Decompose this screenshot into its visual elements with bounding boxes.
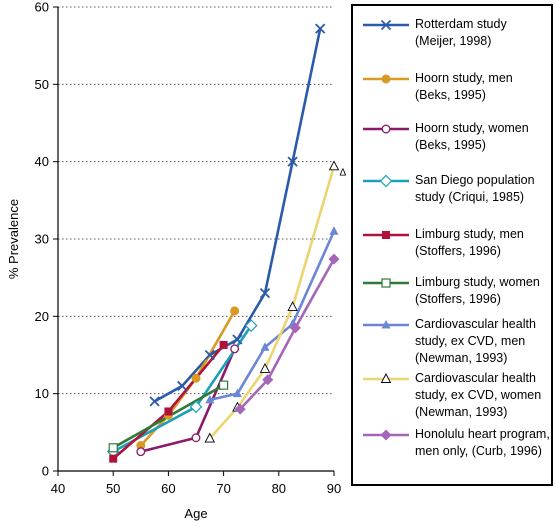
legend-swatch <box>363 19 409 31</box>
legend: Rotterdam study (Meijer, 1998) Hoorn stud… <box>351 4 553 486</box>
legend-label: Limburg study, women (Stoffers, 1996) <box>415 275 540 306</box>
data-point <box>381 74 391 84</box>
legend-label: Hoorn study, men (Beks, 1995) <box>415 71 513 102</box>
legend-item: Hoorn study, women (Beks, 1995) <box>353 120 551 168</box>
series-line-8 <box>208 165 336 440</box>
data-point <box>315 23 326 34</box>
x-tick-label: 70 <box>216 481 230 496</box>
legend-swatch <box>363 174 409 188</box>
legend-swatch <box>363 278 409 288</box>
data-point <box>259 287 271 299</box>
y-tick-label: 30 <box>35 232 49 247</box>
y-tick-label: 50 <box>35 77 49 92</box>
data-point <box>136 447 146 457</box>
data-point <box>177 380 188 392</box>
legend-item: Hoorn study, men (Beks, 1995) <box>353 70 551 118</box>
data-point <box>260 342 270 351</box>
data-point <box>230 344 240 354</box>
y-tick-label: 10 <box>35 386 49 401</box>
data-point <box>191 373 201 383</box>
data-point <box>380 429 392 441</box>
data-point <box>287 156 298 167</box>
data-point <box>379 174 393 188</box>
data-point <box>381 124 391 134</box>
y-axis-label: % Prevalence <box>6 199 21 279</box>
y-tick-label: 0 <box>42 464 49 479</box>
data-point <box>289 322 301 334</box>
x-tick-label: 90 <box>327 481 341 496</box>
y-tick-label: 20 <box>35 309 49 324</box>
data-point <box>204 349 215 361</box>
legend-label: Cardiovascular health study, ex CVD, wom… <box>415 371 542 419</box>
legend-swatch <box>363 231 409 239</box>
legend-item: Limburg study, men (Stoffers, 1996) <box>353 226 551 274</box>
legend-label: San Diego population study (Criqui, 1985… <box>415 173 535 204</box>
legend-item: Rotterdam study (Meijer, 1998) <box>353 16 551 64</box>
legend-item: Limburg study, women (Stoffers, 1996) <box>353 274 551 322</box>
data-point <box>382 231 390 239</box>
legend-swatch <box>363 373 409 383</box>
data-point <box>205 394 215 404</box>
x-tick-label: 50 <box>106 481 120 496</box>
data-point <box>191 433 201 443</box>
legend-label: Hoorn study, women (Beks, 1995) <box>415 121 529 152</box>
legend-swatch <box>363 74 409 84</box>
x-axis-label: Age <box>184 506 207 521</box>
data-point <box>232 388 242 398</box>
data-point <box>381 278 391 288</box>
data-point <box>381 320 391 329</box>
x-tick-label: 40 <box>51 481 65 496</box>
data-point <box>149 396 160 407</box>
legend-item: Cardiovascular health study, ex CVD, wom… <box>353 370 551 419</box>
legend-label: Cardiovascular health study, ex CVD, men… <box>415 317 536 365</box>
legend-item: Honolulu heart program, men only, (Curb,… <box>353 426 551 474</box>
data-point <box>189 400 203 414</box>
x-tick-label: 60 <box>161 481 175 496</box>
annotation-layer: Δ <box>339 168 346 179</box>
legend-item: Cardiovascular health study, ex CVD, men… <box>353 316 551 365</box>
data-point <box>328 160 340 171</box>
data-point <box>219 340 228 349</box>
x-tick-label: 80 <box>272 481 286 496</box>
legend-item: San Diego population study (Criqui, 1985… <box>353 172 551 220</box>
data-point <box>230 306 240 316</box>
y-tick-label: 40 <box>35 154 49 169</box>
data-point <box>232 334 243 345</box>
series-line-9 <box>239 258 336 411</box>
y-tick-label: 60 <box>35 0 49 15</box>
data-point <box>329 226 339 235</box>
legend-label: Limburg study, men (Stoffers, 1996) <box>415 227 524 258</box>
legend-swatch <box>363 320 409 329</box>
data-point <box>380 19 392 31</box>
data-point <box>287 301 298 312</box>
legend-swatch <box>363 124 409 134</box>
axis-layer: 0 10 20 30 40 50 60 40 50 60 70 80 90 Age % Prevalence <box>6 0 341 521</box>
annotation-label: Δ <box>339 168 346 179</box>
data-point <box>164 407 173 416</box>
data-point <box>244 319 258 332</box>
data-point <box>108 443 118 453</box>
marker-layer <box>106 23 340 463</box>
data-point <box>259 362 271 373</box>
legend-swatch <box>363 429 409 441</box>
data-point <box>234 403 246 415</box>
data-point <box>219 380 229 390</box>
data-point <box>380 373 392 383</box>
legend-label: Rotterdam study (Meijer, 1998) <box>415 17 507 48</box>
data-point <box>109 454 118 463</box>
data-point <box>262 374 274 386</box>
data-point <box>328 253 340 265</box>
data-point <box>204 432 216 443</box>
legend-label: Honolulu heart program, men only, (Curb,… <box>415 427 550 458</box>
